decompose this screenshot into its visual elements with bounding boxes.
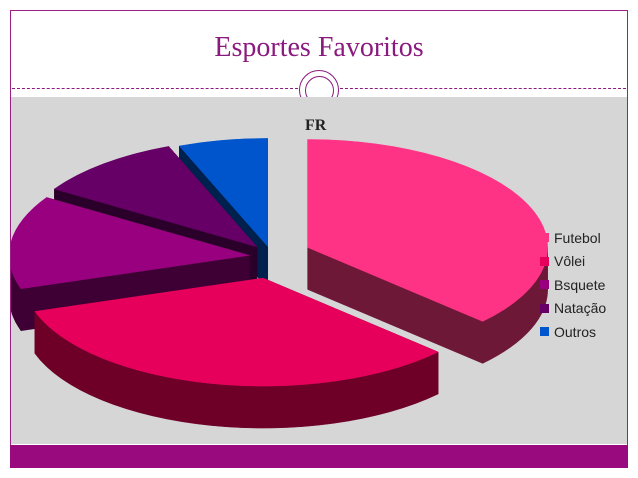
legend-swatch [540,233,549,243]
pie-slice-top [178,138,268,248]
legend-swatch [540,256,549,266]
footer-bar [10,445,628,468]
legend-label: Bsquete [554,276,606,293]
slide-title: Esportes Favoritos [214,32,424,63]
legend-label: Futebol [554,229,601,246]
pie-slice-futebol [307,139,548,364]
legend-item-bsquete: Bsquete [540,273,606,297]
pie-slice-vôlei [34,277,439,429]
pie-slice-top [34,277,439,387]
legend-swatch [540,303,549,313]
legend-label: Outros [554,323,597,340]
legend-label: Vôlei [554,253,586,270]
legend-item-outros: Outros [540,320,606,344]
pie-chart [11,138,548,429]
title-divider-left [12,88,298,89]
chart-legend: Futebol Vôlei Bsquete Natação Outros [540,226,606,344]
pie-slice-top [307,139,548,322]
legend-item-vôlei: Vôlei [540,250,606,274]
pie-slice-top [53,146,258,248]
legend-item-natação: Natação [540,297,606,321]
chart-title: FR [305,117,327,134]
legend-item-futebol: Futebol [540,226,606,250]
title-divider-right [340,88,626,89]
legend-swatch [540,327,549,337]
legend-label: Natação [554,300,607,317]
legend-swatch [540,280,549,290]
pie-slice-top [11,197,250,289]
